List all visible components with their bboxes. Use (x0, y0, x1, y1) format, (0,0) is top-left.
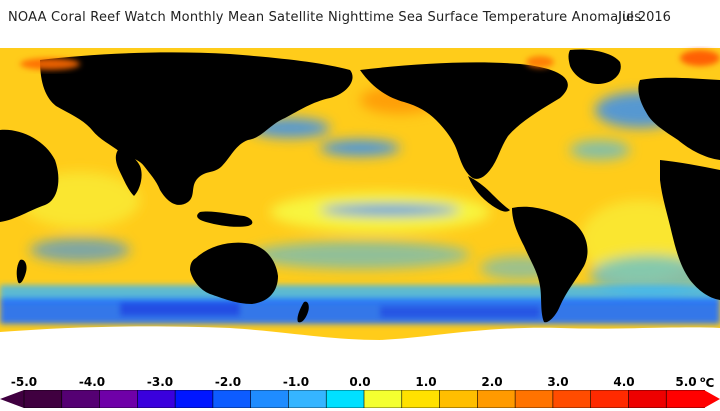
land-madagascar (16, 259, 27, 284)
legend-tick: -4.0 (78, 375, 106, 389)
land-africa-west (0, 129, 59, 222)
legend-color-cell (325, 390, 365, 408)
legend-color-cell (23, 390, 63, 408)
land-europe (638, 77, 720, 160)
hot-anomalies (20, 50, 720, 70)
legend-color-cell (401, 390, 441, 408)
map-title: NOAA Coral Reef Watch Monthly Mean Satel… (0, 10, 720, 28)
legend-color-cell (212, 390, 252, 408)
southern-ocean-band (0, 285, 720, 324)
land-new-zealand (297, 301, 309, 323)
arctic-band (0, 40, 720, 48)
antarctica-ice (0, 326, 720, 372)
legend-color-cell (61, 390, 101, 408)
legend-tick: 2.0 (481, 375, 503, 389)
legend-tick: 3.0 (547, 375, 569, 389)
title-text: NOAA Coral Reef Watch Monthly Mean Satel… (8, 10, 642, 25)
legend-tick: 5.0 (675, 375, 697, 389)
land-north-america (360, 62, 568, 179)
legend-color-cell (590, 390, 630, 408)
legend-unit: oC (700, 375, 715, 390)
land (0, 49, 720, 323)
land-india (115, 150, 142, 196)
legend-tick: -3.0 (146, 375, 174, 389)
legend-color-cell (439, 390, 479, 408)
legend-color-cell (363, 390, 403, 408)
legend-color-cell (250, 390, 290, 408)
legend-colorbar (0, 390, 720, 408)
land-eurasia (40, 52, 353, 205)
legend-arrow-high (704, 390, 720, 408)
legend-color-cell (552, 390, 592, 408)
title-date: Jul 2016 (618, 10, 671, 25)
legend-tick: 4.0 (613, 375, 635, 389)
land-australia (190, 242, 278, 304)
legend-tick: 0.0 (349, 375, 371, 389)
legend-color-cell (99, 390, 139, 408)
land-south-america (512, 206, 588, 323)
legend-tick: -2.0 (214, 375, 242, 389)
legend-color-cell (137, 390, 177, 408)
land-africa-east (660, 160, 720, 300)
legend-tick: -5.0 (10, 375, 38, 389)
legend-color-cell (477, 390, 517, 408)
legend-color-cell (628, 390, 668, 408)
legend-color-cell (174, 390, 214, 408)
legend-color-cell (288, 390, 328, 408)
color-legend: -5.0 -4.0 -3.0 -2.0 -1.0 0.0 1.0 2.0 3.0… (0, 372, 720, 411)
land-indonesia (197, 211, 253, 227)
land-central-america (468, 176, 510, 212)
legend-arrow-low (0, 390, 24, 408)
legend-color-cell (665, 390, 705, 408)
sst-anomaly-map (0, 40, 720, 372)
legend-tick: 1.0 (415, 375, 437, 389)
legend-color-cell (514, 390, 554, 408)
legend-tick: -1.0 (282, 375, 310, 389)
land-greenland (568, 49, 621, 84)
